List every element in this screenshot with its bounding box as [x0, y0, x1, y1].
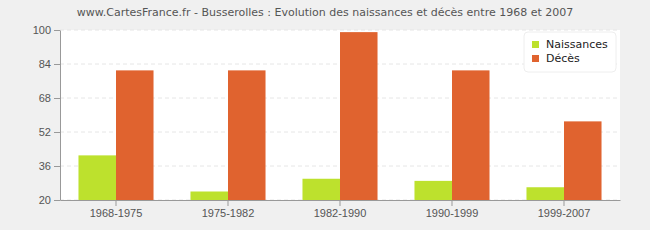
bar: [340, 32, 378, 200]
tick: 1968-1975: [90, 200, 143, 219]
tick: 1999-2007: [538, 200, 591, 219]
y-axis-line: [60, 31, 61, 201]
bar: [452, 70, 490, 200]
bar: [564, 121, 602, 200]
background: [0, 0, 650, 230]
y-axis: 20 36 52 68 84 100: [33, 24, 61, 206]
legend-item: Décès: [532, 52, 580, 65]
legend-box: [524, 32, 616, 72]
tick-label: 20: [39, 194, 51, 206]
tick-label: 36: [39, 160, 51, 172]
tick-label: 84: [39, 58, 51, 70]
title: www.CartesFrance.fr - Busserolles : Evol…: [77, 6, 574, 19]
tick-mark: [54, 64, 60, 65]
legend-swatch: [532, 55, 539, 62]
tick: 20: [39, 194, 60, 206]
tick-label: 1999-2007: [538, 207, 591, 219]
legend-label: Naissances: [546, 38, 608, 51]
tick: 1990-1999: [426, 200, 479, 219]
tick: 36: [39, 160, 60, 172]
bar: [78, 155, 116, 200]
bars: [78, 32, 601, 200]
tick: 52: [39, 126, 60, 138]
bar: [302, 179, 340, 200]
legend: NaissancesDécès: [524, 32, 616, 72]
bar: [116, 70, 154, 200]
tick-label: 1990-1999: [426, 207, 479, 219]
plot: 20 36 52 68 84 100 1968-1975 1975-1982 1982-1990…: [33, 24, 621, 219]
tick: 84: [39, 58, 60, 70]
tick-mark: [54, 132, 60, 133]
tick-mark: [564, 200, 565, 206]
bar: [228, 70, 266, 200]
tick-mark: [340, 200, 341, 206]
tick-label: 100: [33, 24, 51, 36]
tick: 1975-1982: [202, 200, 255, 219]
tick: 68: [39, 92, 60, 104]
legend-swatch: [532, 41, 539, 48]
tick-mark: [54, 98, 60, 99]
tick-mark: [54, 200, 60, 201]
tick-label: 1968-1975: [90, 207, 143, 219]
tick-mark: [116, 200, 117, 206]
tick-label: 68: [39, 92, 51, 104]
legend-item: Naissances: [532, 38, 608, 51]
tick-mark: [54, 30, 60, 31]
tick-mark: [54, 166, 60, 167]
grid-line: [60, 30, 620, 31]
bar: [190, 192, 228, 201]
bar: [526, 187, 564, 200]
tick: 100: [33, 24, 60, 36]
x-axis: 1968-1975 1975-1982 1982-1990 1990-1999 1999…: [61, 200, 621, 219]
grid: [60, 30, 620, 200]
bar: [414, 181, 452, 200]
tick-mark: [452, 200, 453, 206]
tick-label: 1982-1990: [314, 207, 367, 219]
tick: 1982-1990: [314, 200, 367, 219]
plot-area: [60, 30, 620, 200]
tick-label: 1975-1982: [202, 207, 255, 219]
legend-label: Décès: [546, 52, 580, 65]
chart: 20 36 52 68 84 100 1968-1975 1975-1982 1982-1990…: [0, 0, 650, 230]
tick-label: 52: [39, 126, 51, 138]
tick-mark: [228, 200, 229, 206]
